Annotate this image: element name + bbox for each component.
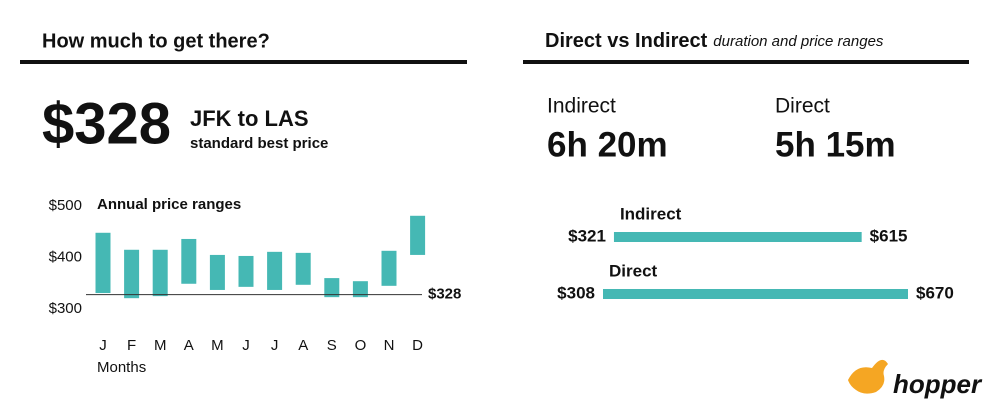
- right-rule: [523, 60, 969, 64]
- x-tick-label: A: [298, 337, 308, 354]
- x-tick-label: N: [384, 337, 395, 354]
- right-title-main: Direct vs Indirect: [545, 30, 708, 52]
- best-price: $328: [42, 91, 171, 156]
- reference-label: $328: [428, 286, 461, 303]
- y-tick-label: $300: [49, 300, 82, 317]
- range-category: Direct: [609, 261, 658, 280]
- chart-title: Annual price ranges: [97, 196, 241, 213]
- x-tick-label: J: [242, 337, 250, 354]
- price-range-bar: [267, 251, 283, 290]
- price-range-bar: [381, 250, 397, 286]
- logo: hopper: [848, 359, 983, 399]
- price-range-bar: [124, 249, 140, 299]
- range-low-label: $321: [568, 226, 606, 245]
- x-tick-label: A: [184, 337, 194, 354]
- y-tick-label: $400: [49, 248, 82, 265]
- route: JFK to LAS: [190, 106, 309, 131]
- logo-text: hopper: [893, 369, 983, 399]
- x-tick-label: S: [327, 337, 337, 354]
- duration-value: 6h 20m: [547, 125, 668, 164]
- x-tick-label: O: [355, 337, 367, 354]
- range-high-label: $615: [870, 226, 908, 245]
- price-range-bar: [152, 249, 168, 297]
- left-title: How much to get there?: [42, 30, 270, 52]
- x-tick-label: J: [271, 337, 279, 354]
- price-range-bar: [352, 281, 368, 298]
- range-bar: [603, 289, 908, 299]
- range-bar: [613, 232, 862, 242]
- x-axis-label: Months: [97, 359, 146, 376]
- duration-label: Indirect: [547, 95, 616, 118]
- price-range-bar: [181, 238, 197, 284]
- y-tick-label: $500: [49, 197, 82, 214]
- x-tick-label: D: [412, 337, 423, 354]
- price-range-bar: [324, 278, 340, 298]
- left-rule: [20, 60, 467, 64]
- duration-value: 5h 15m: [775, 125, 896, 164]
- price-range-bar: [95, 232, 111, 294]
- price-range-bar: [295, 252, 311, 285]
- duration-label: Direct: [775, 95, 830, 118]
- route-subtitle: standard best price: [190, 135, 328, 152]
- x-tick-label: M: [211, 337, 224, 354]
- logo-icon: [848, 359, 888, 394]
- range-category: Indirect: [620, 204, 682, 223]
- price-range-bar: [238, 255, 254, 287]
- x-tick-label: M: [154, 337, 167, 354]
- right-title: Direct vs Indirect duration and price ran…: [545, 30, 884, 52]
- price-range-bar: [410, 215, 426, 255]
- right-subtitle: duration and price ranges: [713, 33, 884, 50]
- range-high-label: $670: [916, 283, 954, 302]
- price-range-bar: [209, 254, 225, 290]
- x-tick-label: J: [99, 337, 107, 354]
- x-tick-label: F: [127, 337, 136, 354]
- range-low-label: $308: [557, 283, 595, 302]
